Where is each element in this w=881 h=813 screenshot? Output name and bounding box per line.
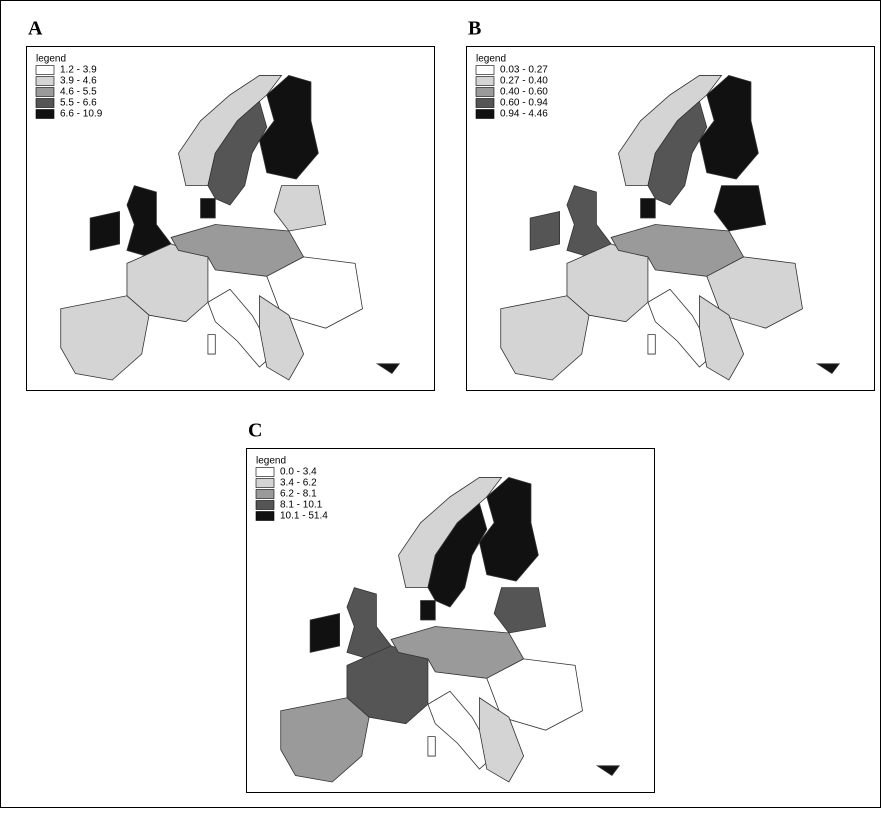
legend-title: legend [476, 54, 506, 65]
legend-label: 0.60 - 0.94 [500, 98, 548, 109]
legend-swatch [256, 512, 274, 521]
legend-swatch [256, 468, 274, 477]
region [421, 601, 436, 620]
legend-label: 5.5 - 6.6 [60, 98, 97, 109]
legend-label: 0.0 - 3.4 [280, 467, 317, 478]
legend-title: legend [256, 456, 286, 467]
legend-swatch [256, 490, 274, 499]
region [530, 212, 559, 251]
region [641, 199, 656, 218]
legend-label: 0.40 - 0.60 [500, 87, 548, 98]
legend-label: 8.1 - 10.1 [280, 500, 323, 511]
legend-label: 10.1 - 51.4 [280, 511, 328, 522]
legend-title: legend [36, 54, 66, 65]
legend-swatch [36, 99, 54, 108]
region [208, 335, 215, 354]
legend-label: 3.4 - 6.2 [280, 478, 317, 489]
figure: Alegend1.2 - 3.93.9 - 4.64.6 - 5.55.5 - … [0, 0, 881, 808]
region [648, 335, 655, 354]
legend-label: 1.2 - 3.9 [60, 65, 97, 76]
region [90, 212, 119, 251]
legend-swatch [476, 88, 494, 97]
legend-swatch [256, 501, 274, 510]
legend-swatch [36, 110, 54, 119]
legend-swatch [476, 66, 494, 75]
legend-swatch [256, 479, 274, 488]
legend-swatch [36, 88, 54, 97]
legend-label: 0.27 - 0.40 [500, 76, 548, 87]
legend-swatch [36, 77, 54, 86]
legend-label: 3.9 - 4.6 [60, 76, 97, 87]
legend-label: 6.6 - 10.9 [60, 109, 103, 120]
legend-label: 0.03 - 0.27 [500, 65, 548, 76]
legend-swatch [476, 99, 494, 108]
legend-label: 4.6 - 5.5 [60, 87, 97, 98]
region [428, 737, 435, 756]
panel-label: C [248, 420, 262, 442]
legend-swatch [476, 110, 494, 119]
panel-label: B [468, 18, 481, 40]
legend-label: 6.2 - 8.1 [280, 489, 317, 500]
region [201, 199, 216, 218]
region [310, 614, 339, 653]
legend-swatch [476, 77, 494, 86]
legend-swatch [36, 66, 54, 75]
legend-label: 0.94 - 4.46 [500, 109, 548, 120]
panel-label: A [28, 18, 43, 40]
